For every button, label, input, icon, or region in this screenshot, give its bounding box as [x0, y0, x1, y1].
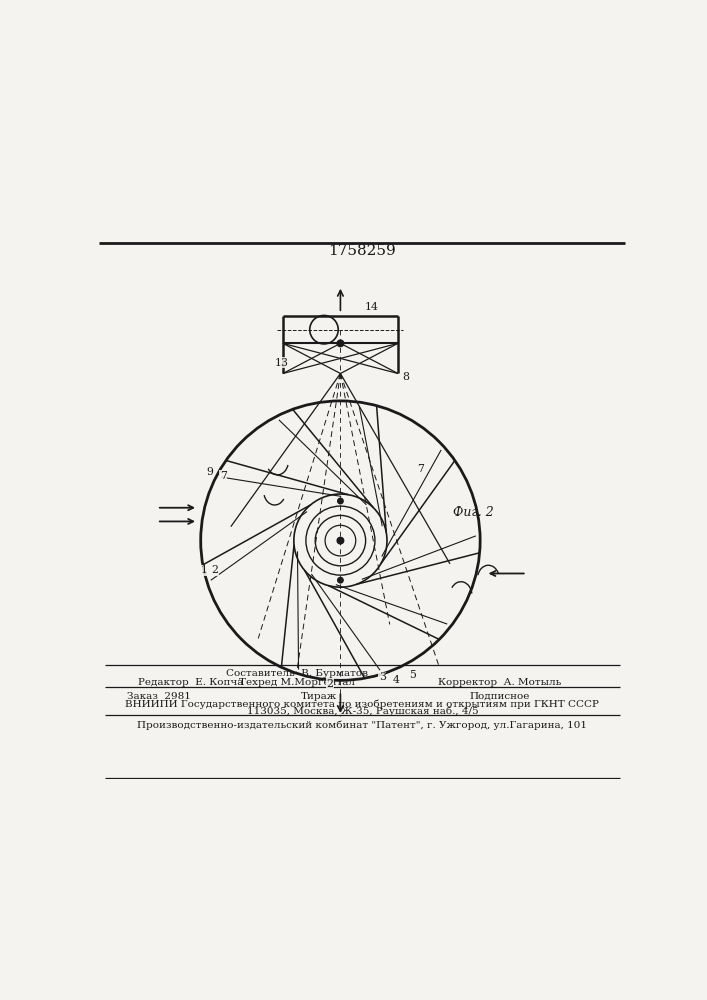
Circle shape	[338, 577, 343, 583]
Text: Редактор  Е. Копча: Редактор Е. Копча	[138, 678, 243, 687]
Text: Тираж: Тираж	[300, 692, 337, 701]
Text: 9: 9	[206, 467, 213, 477]
Text: Фиг. 2: Фиг. 2	[452, 506, 493, 519]
Text: 5: 5	[409, 670, 416, 680]
Circle shape	[337, 537, 344, 544]
Text: Подписное: Подписное	[469, 692, 530, 701]
Text: 4: 4	[392, 675, 399, 685]
Circle shape	[338, 498, 343, 504]
Text: 2: 2	[327, 679, 334, 689]
Text: 7: 7	[220, 471, 227, 481]
Circle shape	[337, 340, 344, 347]
Text: 14: 14	[365, 302, 379, 312]
Text: 7: 7	[417, 464, 424, 474]
Text: Корректор  А. Мотыль: Корректор А. Мотыль	[438, 678, 561, 687]
Text: Производственно-издательский комбинат "Патент", г. Ужгород, ул.Гагарина, 101: Производственно-издательский комбинат "П…	[137, 721, 588, 730]
Text: 8: 8	[402, 372, 409, 382]
Text: 13: 13	[275, 358, 288, 368]
Text: 1758259: 1758259	[329, 244, 396, 258]
Text: ВНИИПИ Государственного комитета по изобретениям и открытиям при ГКНТ СССР: ВНИИПИ Государственного комитета по изоб…	[125, 700, 600, 709]
Text: Заказ  2981: Заказ 2981	[127, 692, 191, 701]
Text: 1: 1	[201, 565, 208, 575]
Text: 3: 3	[379, 672, 386, 682]
Text: Составитель  В. Бурматов: Составитель В. Бурматов	[226, 669, 368, 678]
Text: 2: 2	[211, 565, 218, 575]
Text: 113035, Москва, Ж-35, Раушская наб., 4/5: 113035, Москва, Ж-35, Раушская наб., 4/5	[247, 707, 478, 716]
Text: Техред М.Моргентал: Техред М.Моргентал	[238, 678, 355, 687]
